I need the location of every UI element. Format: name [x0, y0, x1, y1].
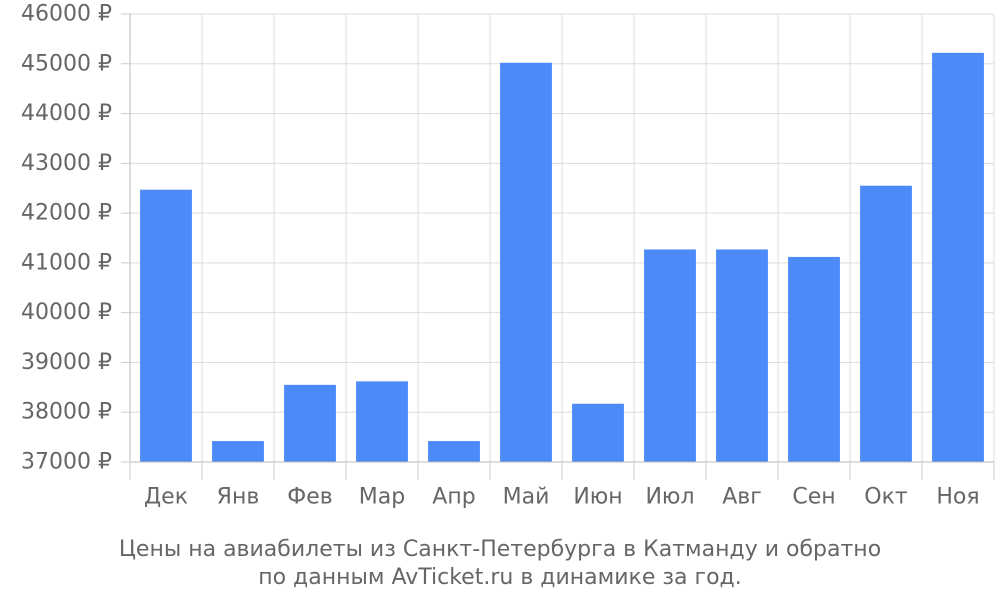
y-tick-label: 45000 ₽: [21, 51, 112, 76]
bar-8: [644, 249, 696, 462]
x-tick-label: Сен: [792, 485, 835, 510]
chart-caption-line-2: по данным AvTicket.ru в динамике за год.: [258, 565, 742, 590]
y-tick-label: 39000 ₽: [21, 350, 112, 375]
x-tick-label: Мар: [359, 485, 405, 510]
bar-4: [356, 381, 408, 462]
x-tick-label: Май: [503, 485, 550, 510]
bar-9: [716, 249, 768, 462]
x-tick-label: Июн: [573, 485, 622, 510]
x-tick-label: Фев: [287, 485, 332, 510]
bar-1: [140, 189, 192, 462]
x-tick-label: Окт: [864, 485, 908, 510]
y-tick-label: 37000 ₽: [21, 450, 112, 475]
grid: [130, 13, 995, 463]
bar-7: [572, 403, 624, 462]
x-tick-label: Авг: [722, 485, 762, 510]
y-tick-label: 44000 ₽: [21, 101, 112, 126]
bar-2: [212, 441, 264, 462]
bars: [140, 52, 984, 463]
x-tick-label: Ноя: [936, 485, 979, 510]
bar-5: [428, 441, 480, 462]
x-tick-label: Дек: [144, 485, 188, 510]
bar-6: [500, 62, 552, 462]
chart-caption-line-1: Цены на авиабилеты из Санкт-Петербурга в…: [119, 537, 881, 562]
x-tick-label: Апр: [432, 485, 475, 510]
y-tick-label: 46000 ₽: [21, 2, 112, 27]
y-tick-label: 41000 ₽: [21, 250, 112, 275]
bar-11: [860, 185, 912, 462]
bar-12: [932, 52, 984, 463]
x-axis-ticks: Дек Янв Фев Мар Апр Май Июн Июл Авг Сен Окт Ноя: [129, 462, 995, 510]
bar-10: [788, 256, 840, 462]
bar-3: [284, 384, 336, 462]
y-tick-label: 42000 ₽: [21, 201, 112, 226]
y-axis-ticks: 37000 ₽ 38000 ₽ 39000 ₽ 40000 ₽ 41000 ₽ 42000…: [21, 2, 130, 475]
y-tick-label: 43000 ₽: [21, 151, 112, 176]
x-tick-label: Июл: [645, 485, 694, 510]
x-tick-label: Янв: [217, 485, 260, 510]
y-tick-label: 38000 ₽: [21, 400, 112, 425]
y-tick-label: 40000 ₽: [21, 300, 112, 325]
